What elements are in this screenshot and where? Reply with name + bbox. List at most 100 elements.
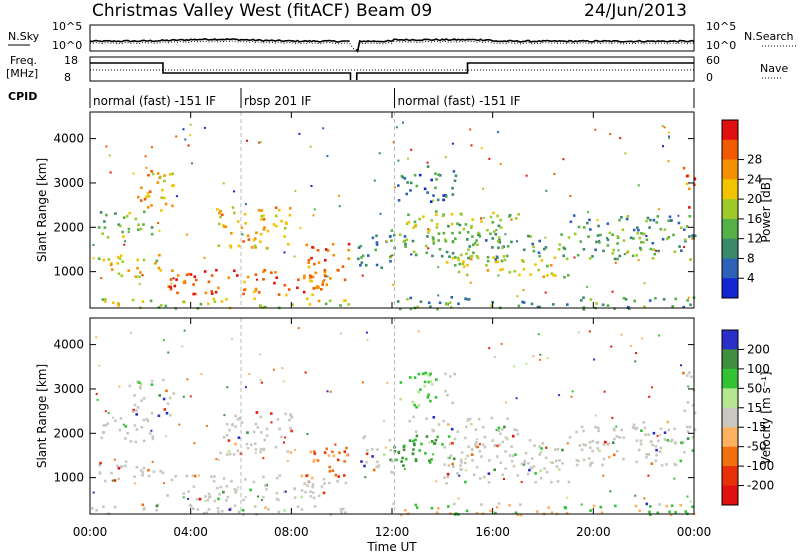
echo-cell (408, 439, 412, 442)
echo-cell (565, 257, 569, 261)
cpid-mode-label: normal (fast) -151 IF (398, 94, 521, 108)
echo-cell (402, 464, 405, 467)
echo-cell (508, 271, 512, 274)
echo-cell (141, 503, 145, 507)
echo-cell (182, 128, 185, 131)
echo-cell (520, 462, 524, 466)
echo-cell (193, 474, 197, 478)
echo-cell (146, 192, 150, 195)
echo-cell (554, 274, 557, 277)
frequency-panel: Freq. [MHz] 18 8 60 0 Nave (6, 54, 788, 84)
echo-cell (620, 216, 623, 219)
echo-cell (266, 247, 269, 250)
echo-cell (187, 272, 191, 276)
echo-cell (253, 237, 257, 240)
echo-cell (111, 479, 114, 482)
echo-cell (156, 172, 160, 175)
echo-cell (259, 305, 263, 308)
echo-cell (315, 286, 318, 290)
echo-cell (236, 274, 239, 277)
echo-cell (523, 461, 527, 465)
echo-cell (480, 217, 483, 220)
echo-cell (174, 474, 177, 478)
echo-cell (536, 510, 539, 513)
echo-cell (116, 256, 120, 259)
colorbar-tick-label: 16 (747, 212, 762, 226)
echo-cell (430, 458, 433, 461)
echo-cell (687, 296, 690, 299)
echo-cell (249, 488, 252, 492)
echo-cell (538, 305, 541, 309)
echo-cell (430, 506, 434, 510)
echo-cell (402, 448, 406, 452)
echo-cell (648, 299, 652, 302)
echo-cell (429, 380, 432, 383)
echo-cell (246, 446, 250, 450)
echo-cell (606, 244, 610, 247)
echo-cell (437, 507, 440, 510)
echo-cell (237, 244, 241, 248)
echo-cell (587, 211, 590, 214)
echo-cell (580, 299, 583, 302)
echo-cell (257, 495, 259, 498)
echo-cell (597, 429, 600, 433)
echo-cell (659, 227, 663, 231)
echo-cell (522, 248, 526, 252)
echo-cell (140, 469, 143, 472)
echo-cell (693, 428, 697, 431)
echo-cell (657, 249, 660, 253)
echo-cell (317, 286, 320, 289)
echo-cell (287, 243, 290, 246)
echo-cell (257, 209, 261, 212)
echo-cell (192, 485, 196, 488)
echo-cell (264, 506, 267, 509)
echo-cell (446, 393, 449, 397)
echo-cell (332, 454, 336, 458)
echo-cell (284, 412, 287, 416)
echo-cell (582, 429, 585, 433)
echo-cell (192, 283, 195, 286)
echo-cell (465, 425, 468, 429)
echo-cell (466, 238, 469, 241)
echo-cell (154, 262, 157, 265)
echo-cell (649, 218, 652, 222)
echo-cell (376, 460, 379, 464)
echo-cell (483, 475, 486, 479)
echo-cell (426, 396, 430, 399)
echo-cell (270, 271, 273, 274)
echo-cell (246, 275, 250, 279)
echo-cell (213, 300, 217, 303)
echo-cell (323, 270, 327, 273)
echo-cell (499, 218, 502, 222)
echo-cell (136, 258, 139, 262)
echo-cell (478, 443, 481, 446)
echo-cell (210, 274, 214, 277)
echo-cell (259, 431, 263, 434)
echo-cell (655, 249, 658, 252)
echo-cell (375, 241, 379, 244)
echo-cell (582, 308, 586, 311)
echo-cell (526, 472, 530, 476)
echo-cell (545, 470, 549, 474)
echo-cell (316, 459, 320, 462)
echo-cell (136, 266, 139, 270)
echo-cell (600, 511, 604, 514)
echo-cell (225, 499, 228, 502)
echo-cell (486, 228, 489, 232)
echo-cell (445, 482, 448, 485)
echo-cell (655, 221, 659, 224)
echo-cell (467, 256, 470, 260)
echo-cell (199, 302, 203, 306)
echo-cell (275, 497, 279, 501)
echo-cell (205, 425, 208, 427)
echo-cell (262, 214, 265, 218)
echo-cell (207, 492, 211, 496)
echo-cell (324, 259, 327, 262)
echo-cell (653, 252, 657, 256)
echo-cell (421, 372, 425, 376)
echo-cell (488, 157, 491, 160)
echo-cell (215, 268, 218, 272)
echo-cell (464, 297, 467, 300)
echo-cell (395, 458, 398, 462)
echo-cell (210, 290, 213, 293)
